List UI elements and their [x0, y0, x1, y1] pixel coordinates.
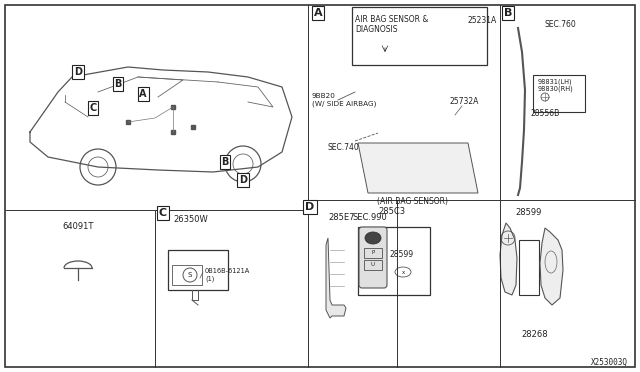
Bar [352, 7, 487, 65]
Text: 28599: 28599 [390, 250, 414, 259]
Text: 98831(LH)
98830(RH): 98831(LH) 98830(RH) [538, 78, 573, 92]
Bar [519, 240, 539, 295]
Text: SEC.760: SEC.760 [545, 20, 577, 29]
Text: D: D [74, 67, 82, 77]
Text: 285E7: 285E7 [328, 213, 355, 222]
Text: S: S [188, 272, 192, 278]
Text: D: D [305, 202, 315, 212]
Text: D: D [239, 175, 247, 185]
Text: x: x [401, 269, 404, 275]
Text: 28268: 28268 [522, 330, 548, 339]
Text: (AIR BAG SENSOR): (AIR BAG SENSOR) [378, 197, 449, 206]
Text: 28599: 28599 [515, 208, 541, 217]
Bar [168, 250, 228, 290]
Polygon shape [500, 223, 517, 295]
Text: 26350W: 26350W [173, 215, 208, 224]
Text: B: B [115, 79, 122, 89]
Bar [172, 265, 202, 285]
Bar [533, 75, 585, 112]
Text: 25231A: 25231A [468, 16, 497, 25]
Text: AIR BAG SENSOR &
DIAGNOSIS: AIR BAG SENSOR & DIAGNOSIS [355, 15, 428, 34]
Text: C: C [159, 208, 167, 218]
Ellipse shape [365, 232, 381, 244]
Text: 0B16B-6121A
(1): 0B16B-6121A (1) [205, 268, 250, 282]
Text: X253003Q: X253003Q [591, 358, 628, 367]
Text: B: B [221, 157, 228, 167]
Text: 25732A: 25732A [450, 97, 479, 106]
Polygon shape [540, 228, 563, 305]
Bar [364, 260, 382, 270]
Text: 9BB20
(W/ SIDE AIRBAG): 9BB20 (W/ SIDE AIRBAG) [312, 93, 376, 106]
Text: B: B [504, 8, 512, 18]
Text: 285C3: 285C3 [378, 207, 405, 216]
Text: U: U [371, 263, 375, 267]
Bar [364, 248, 382, 258]
Bar [358, 227, 430, 295]
Text: A: A [140, 89, 147, 99]
Text: 28556B: 28556B [531, 109, 559, 118]
Text: C: C [90, 103, 97, 113]
Text: 64091T: 64091T [62, 222, 93, 231]
Text: P: P [371, 250, 374, 256]
Text: SEC.740: SEC.740 [328, 143, 360, 152]
FancyBboxPatch shape [359, 227, 387, 288]
Text: SEC.990: SEC.990 [353, 213, 388, 222]
Text: A: A [314, 8, 323, 18]
Polygon shape [358, 143, 478, 193]
Polygon shape [326, 238, 346, 318]
